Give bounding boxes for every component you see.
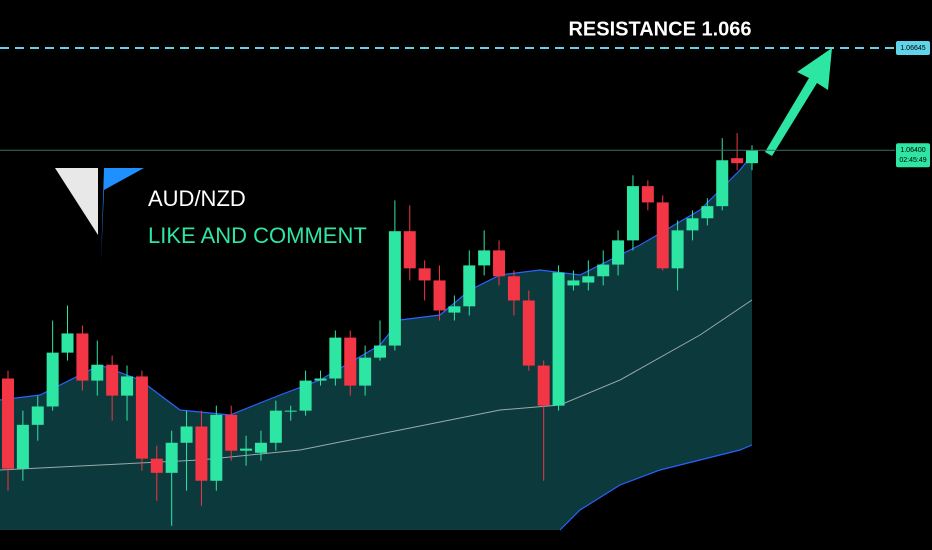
candle-body (567, 280, 580, 286)
candle-body (374, 345, 386, 358)
candle-body (656, 202, 669, 269)
candle-body (701, 206, 714, 219)
candle-body (403, 231, 416, 269)
candle-body (612, 240, 625, 265)
candle-body (552, 272, 565, 406)
countdown: 02:45:49 (899, 157, 926, 164)
candle-body (91, 364, 104, 381)
candle-body (537, 365, 550, 406)
candle-body (493, 250, 506, 277)
candle-body (641, 186, 654, 203)
candle-body (240, 448, 253, 451)
price-axis (895, 0, 932, 530)
candle-body (582, 276, 595, 283)
candle-body (195, 426, 208, 481)
candle-body (626, 186, 639, 241)
candle-body (671, 230, 684, 269)
candle-body (314, 378, 327, 381)
candle-body (269, 410, 282, 443)
candle-body (121, 376, 134, 396)
candle-body (686, 218, 699, 231)
band-middle (0, 299, 753, 471)
candle-body (359, 357, 372, 386)
candle-body (2, 378, 14, 469)
candle-body (284, 410, 297, 412)
candle-body (388, 231, 401, 346)
candle-body (76, 333, 89, 381)
candle-body (329, 337, 342, 379)
current-price-label: 1.06400 (900, 147, 925, 154)
candle-body (344, 337, 357, 386)
candle-body (254, 442, 267, 453)
candle-body (433, 280, 446, 311)
candle-body (31, 406, 44, 425)
candle-body (746, 150, 758, 164)
candle-body (478, 250, 491, 266)
current-price-tag (896, 143, 930, 168)
candle-body (61, 333, 74, 353)
candle-body (135, 376, 148, 459)
candle-body (448, 306, 461, 313)
candle-body (16, 424, 29, 469)
candle-body (418, 268, 431, 281)
band-lower (559, 444, 753, 531)
candle-body (522, 300, 535, 366)
candle-body (150, 458, 163, 473)
candle-body (225, 414, 238, 451)
resistance-label: 1.06645 (900, 45, 925, 52)
candle-body (46, 352, 59, 407)
candle-body (716, 160, 729, 207)
candle-body (507, 276, 520, 301)
logo (55, 168, 144, 262)
candle-body (463, 265, 476, 307)
candle-body (731, 158, 744, 164)
candle-body (180, 426, 193, 443)
subtitle: LIKE AND COMMENT (148, 223, 367, 248)
resistance-tag (896, 40, 930, 55)
symbol: AUD/NZD (148, 186, 246, 211)
arrow (765, 48, 832, 156)
candle-body (210, 414, 223, 481)
chart-title: RESISTANCE 1.066 (568, 18, 751, 40)
candle-body (106, 364, 119, 396)
candle-body (299, 380, 312, 411)
candle-body (165, 442, 178, 473)
candle-body (597, 264, 610, 277)
